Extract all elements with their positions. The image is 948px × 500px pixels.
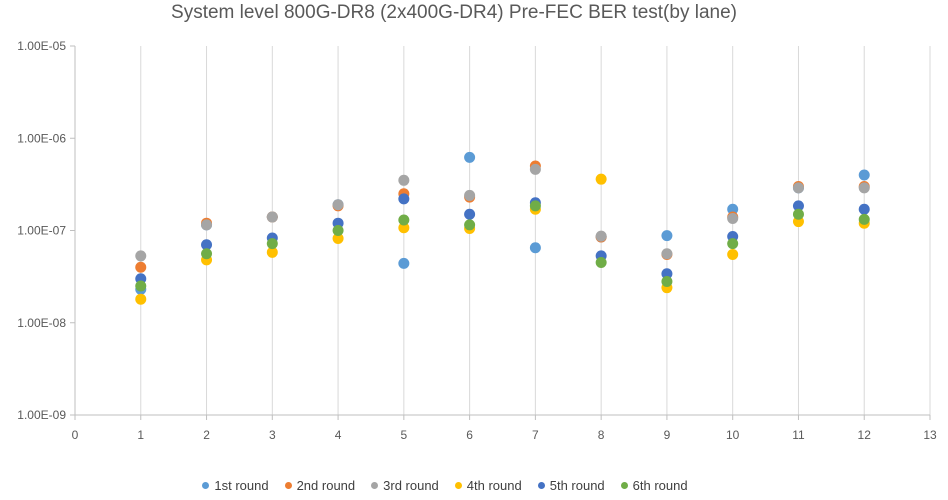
y-tick-label: 1.00E-09: [17, 408, 66, 422]
x-tick-label: 12: [858, 428, 872, 442]
x-tick-label: 7: [532, 428, 539, 442]
data-point: [792, 182, 804, 194]
data-point: [398, 222, 410, 234]
data-point: [529, 200, 541, 212]
data-point: [727, 238, 739, 250]
x-tick-label: 0: [72, 428, 79, 442]
data-point: [595, 230, 607, 242]
chart-title: System level 800G-DR8 (2x400G-DR4) Pre-F…: [171, 2, 737, 23]
data-point: [135, 280, 147, 292]
x-tick-label: 8: [598, 428, 605, 442]
x-tick-label: 5: [401, 428, 408, 442]
data-point: [595, 173, 607, 185]
legend-item: 4th round: [454, 478, 522, 493]
y-tick-label: 1.00E-06: [17, 131, 66, 145]
data-point: [332, 225, 344, 236]
data-point: [661, 230, 673, 242]
legend-item: 5th round: [537, 478, 605, 493]
legend-label: 3rd round: [383, 478, 439, 493]
legend-label: 4th round: [466, 478, 522, 493]
x-tick-label: 4: [335, 428, 342, 442]
legend-item: 1st round: [202, 478, 269, 493]
data-point: [661, 268, 673, 280]
data-point: [135, 293, 147, 305]
legend-label: 2nd round: [296, 478, 356, 493]
x-tick-label: 9: [664, 428, 671, 442]
tick-labels: 1.00E-09 1.00E-08 1.00E-07 1.00E-06 1.00E-05…: [17, 39, 937, 442]
data-point: [661, 275, 673, 287]
legend-label: 6th round: [632, 478, 688, 493]
legend-label: 1st round: [214, 478, 269, 493]
data-point: [792, 208, 804, 220]
x-tick-label: 1: [137, 428, 144, 442]
axes: [70, 45, 931, 420]
y-tick-label: 1.00E-07: [17, 224, 66, 238]
x-tick-label: 6: [466, 428, 473, 442]
data-points: [135, 151, 870, 305]
data-point: [858, 169, 870, 181]
x-tick-label: 11: [792, 428, 805, 442]
legend-marker: [454, 482, 462, 489]
data-point: [595, 256, 607, 268]
data-point: [792, 200, 804, 212]
data-point: [858, 182, 870, 194]
legend-marker: [284, 482, 292, 489]
data-point: [135, 250, 147, 262]
legend-marker: [537, 482, 545, 489]
legend-marker: [371, 482, 379, 489]
data-point: [266, 246, 278, 258]
legend-item: 3rd round: [371, 478, 439, 493]
data-point: [398, 193, 410, 205]
data-point: [464, 151, 476, 163]
data-point: [727, 212, 739, 224]
legend-marker: [202, 482, 210, 489]
data-point: [266, 211, 278, 223]
y-tick-label: 1.00E-08: [17, 316, 66, 330]
data-point: [529, 163, 541, 175]
data-point: [661, 248, 673, 260]
legend: 1st round 2nd round 3rd round 4th round 5th …: [0, 478, 890, 493]
data-point: [398, 214, 410, 226]
legend-item: 6th round: [620, 478, 688, 493]
data-point: [464, 208, 476, 220]
legend-item: 2nd round: [284, 478, 356, 493]
legend-marker: [620, 482, 628, 489]
x-tick-label: 10: [726, 428, 740, 442]
data-point: [464, 219, 476, 231]
x-tick-label: 3: [269, 428, 276, 442]
x-tick-label: 2: [203, 428, 210, 442]
data-point: [727, 203, 739, 215]
y-tick-label: 1.00E-05: [17, 39, 66, 53]
data-point: [529, 242, 541, 254]
data-point: [201, 219, 213, 231]
data-point: [858, 203, 870, 215]
data-point: [201, 239, 213, 251]
data-point: [858, 213, 870, 225]
data-point: [398, 174, 410, 186]
grid-lines: [140, 46, 931, 415]
data-point: [266, 238, 278, 250]
x-tick-label: 13: [923, 428, 937, 442]
data-point: [332, 232, 344, 244]
data-point: [332, 199, 344, 211]
data-point: [398, 257, 410, 269]
data-point: [727, 248, 739, 260]
legend-label: 5th round: [549, 478, 605, 493]
data-point: [135, 261, 147, 273]
data-point: [464, 189, 476, 201]
data-point: [201, 248, 213, 260]
